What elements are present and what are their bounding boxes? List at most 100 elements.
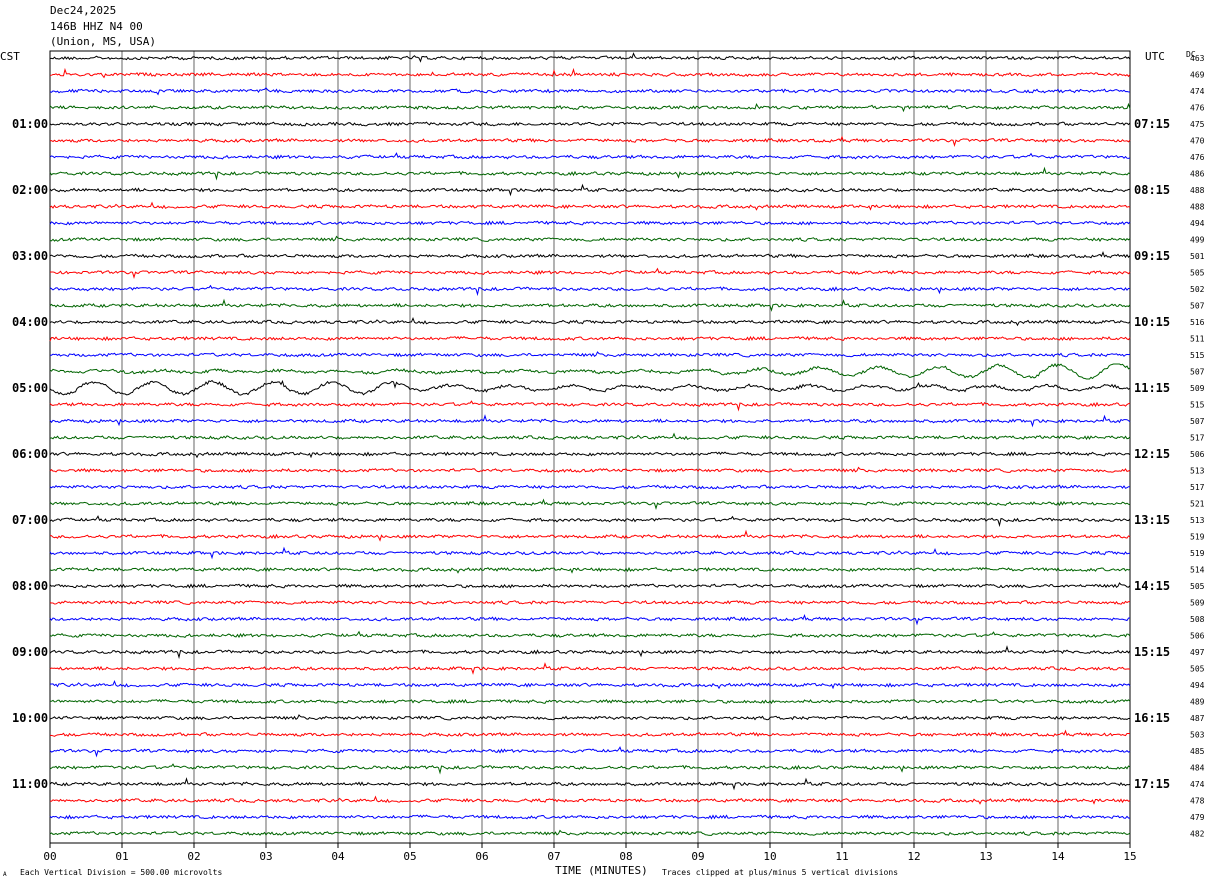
trace-row-10 [49, 220, 1131, 226]
trace-row-8 [49, 183, 1131, 197]
dc-offset-label: 503 [1190, 731, 1205, 740]
dc-offset-label: 507 [1190, 417, 1205, 426]
x-tick-label: 11 [835, 850, 848, 863]
trace-row-12 [49, 250, 1131, 259]
right-hour-label: 11:15 [1134, 381, 1170, 395]
dc-offset-label: 484 [1190, 764, 1205, 773]
trace-row-47 [49, 829, 1131, 836]
header-location: (Union, MS, USA) [50, 35, 156, 48]
dc-offset-label: 517 [1190, 434, 1205, 443]
trace-row-46 [49, 814, 1131, 820]
dc-offset-label: 505 [1190, 665, 1205, 674]
dc-offset-label: 508 [1190, 615, 1205, 624]
clip-note: Traces clipped at plus/minus 5 vertical … [662, 868, 899, 877]
dc-offset-label: 511 [1190, 335, 1205, 344]
left-hour-label: 06:00 [12, 447, 48, 461]
x-tick-label: 00 [43, 850, 56, 863]
dc-offset-label: 476 [1190, 153, 1205, 162]
left-hour-label: 01:00 [12, 117, 48, 131]
x-tick-label: 07 [547, 850, 560, 863]
trace-row-39 [50, 698, 1131, 705]
trace-row-32 [49, 582, 1131, 589]
dc-offset-label: 515 [1190, 401, 1205, 410]
trace-row-24 [49, 451, 1131, 459]
corner-mark: A [3, 871, 7, 878]
dc-offset-label: 474 [1190, 780, 1205, 789]
trace-row-45 [49, 795, 1131, 805]
dc-offset-label: 516 [1190, 318, 1205, 327]
dc-offset-label: 487 [1190, 714, 1205, 723]
dc-offset-label: 470 [1190, 137, 1205, 146]
dc-offset-label: 519 [1190, 549, 1205, 558]
trace-row-28 [49, 515, 1131, 528]
dc-offset-label: 474 [1190, 87, 1205, 96]
dc-offset-label: 475 [1190, 120, 1205, 129]
dc-offset-label: 469 [1190, 71, 1205, 80]
dc-offset-label: 463 [1190, 54, 1205, 63]
dc-offset-label: 478 [1190, 797, 1205, 806]
trace-row-5 [49, 135, 1131, 148]
x-tick-label: 06 [475, 850, 488, 863]
right-hour-label: 09:15 [1134, 249, 1170, 263]
dc-offset-label: 485 [1190, 747, 1205, 756]
x-tick-label: 10 [763, 850, 776, 863]
trace-row-14 [49, 284, 1131, 297]
dc-offset-label: 505 [1190, 582, 1205, 591]
x-tick-label: 01 [115, 850, 128, 863]
dc-offset-label: 513 [1190, 516, 1205, 525]
trace-row-19 [49, 363, 1131, 380]
left-hour-label: 03:00 [12, 249, 48, 263]
trace-row-16 [49, 316, 1131, 327]
header-station: 146B HHZ N4 00 [50, 20, 143, 33]
dc-offset-label: 479 [1190, 813, 1205, 822]
left-hour-label: 10:00 [12, 711, 48, 725]
right-hour-label: 07:15 [1134, 117, 1170, 131]
trace-row-11 [49, 235, 1131, 242]
right-hour-label: 17:15 [1134, 777, 1170, 791]
left-hour-label: 04:00 [12, 315, 48, 329]
dc-offset-label: 515 [1190, 351, 1205, 360]
dc-offset-label: 486 [1190, 170, 1205, 179]
trace-row-22 [49, 414, 1131, 428]
left-hour-label: 08:00 [12, 579, 48, 593]
dc-offset-label: 488 [1190, 203, 1205, 212]
x-tick-label: 02 [187, 850, 200, 863]
trace-row-40 [49, 714, 1130, 721]
trace-row-0 [50, 52, 1131, 63]
left-hour-label: 02:00 [12, 183, 48, 197]
dc-offset-label: 517 [1190, 483, 1205, 492]
dc-offset-label: 489 [1190, 698, 1205, 707]
right-hour-label: 14:15 [1134, 579, 1170, 593]
dc-offset-label: 482 [1190, 830, 1205, 839]
dc-offset-label: 509 [1190, 599, 1205, 608]
left-hour-label: 07:00 [12, 513, 48, 527]
x-tick-label: 08 [619, 850, 632, 863]
dc-offset-label: 501 [1190, 252, 1205, 261]
scale-note: Each Vertical Division = 500.00 microvol… [20, 868, 223, 877]
x-tick-label: 04 [331, 850, 345, 863]
dc-offset-label: 514 [1190, 566, 1205, 575]
trace-row-20 [49, 379, 1131, 396]
right-hour-label: 12:15 [1134, 447, 1170, 461]
trace-row-3 [49, 102, 1131, 113]
right-hour-label: 10:15 [1134, 315, 1170, 329]
x-tick-label: 09 [691, 850, 704, 863]
x-tick-label: 13 [979, 850, 992, 863]
x-axis-title: TIME (MINUTES) [555, 864, 648, 877]
trace-row-1 [49, 67, 1131, 79]
dc-offset-label: 505 [1190, 269, 1205, 278]
right-hour-label: 16:15 [1134, 711, 1170, 725]
dc-offset-label: 506 [1190, 450, 1205, 459]
dc-offset-label: 497 [1190, 648, 1205, 657]
dc-offset-label: 494 [1190, 219, 1205, 228]
trace-row-21 [49, 400, 1131, 412]
trace-row-13 [49, 267, 1131, 280]
trace-row-35 [49, 630, 1131, 639]
dc-offset-label: 507 [1190, 302, 1205, 311]
left-timezone-label: CST [0, 50, 20, 63]
dc-column-header: DC [1186, 50, 1196, 59]
x-tick-label: 03 [259, 850, 272, 863]
trace-row-30 [49, 546, 1131, 560]
trace-row-27 [49, 498, 1131, 511]
trace-row-4 [49, 121, 1131, 127]
